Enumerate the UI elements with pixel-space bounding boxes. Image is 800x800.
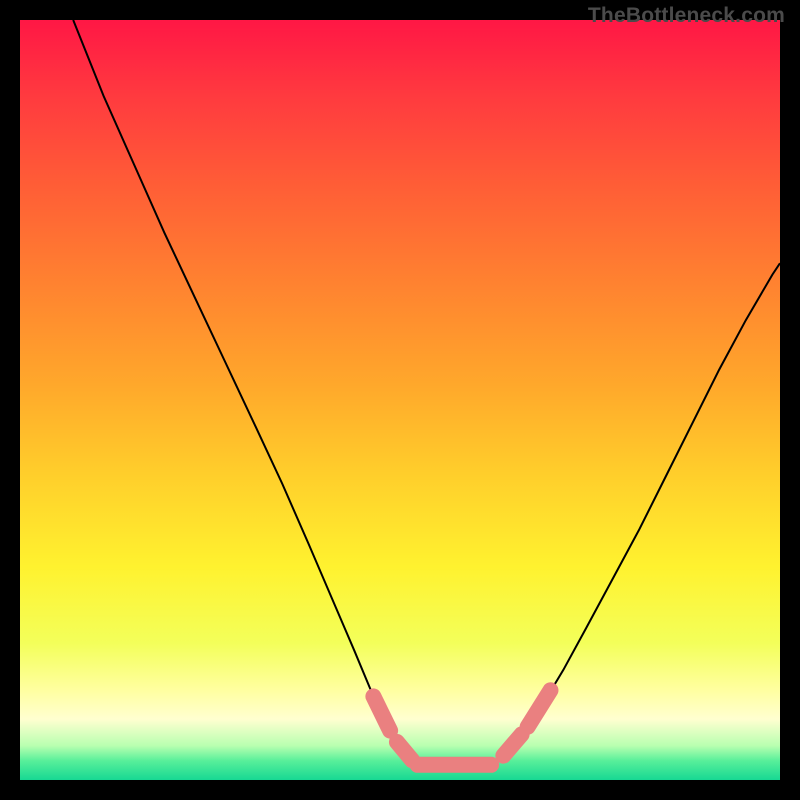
chart-frame xyxy=(20,20,780,780)
watermark-label: TheBottleneck.com xyxy=(588,4,785,28)
